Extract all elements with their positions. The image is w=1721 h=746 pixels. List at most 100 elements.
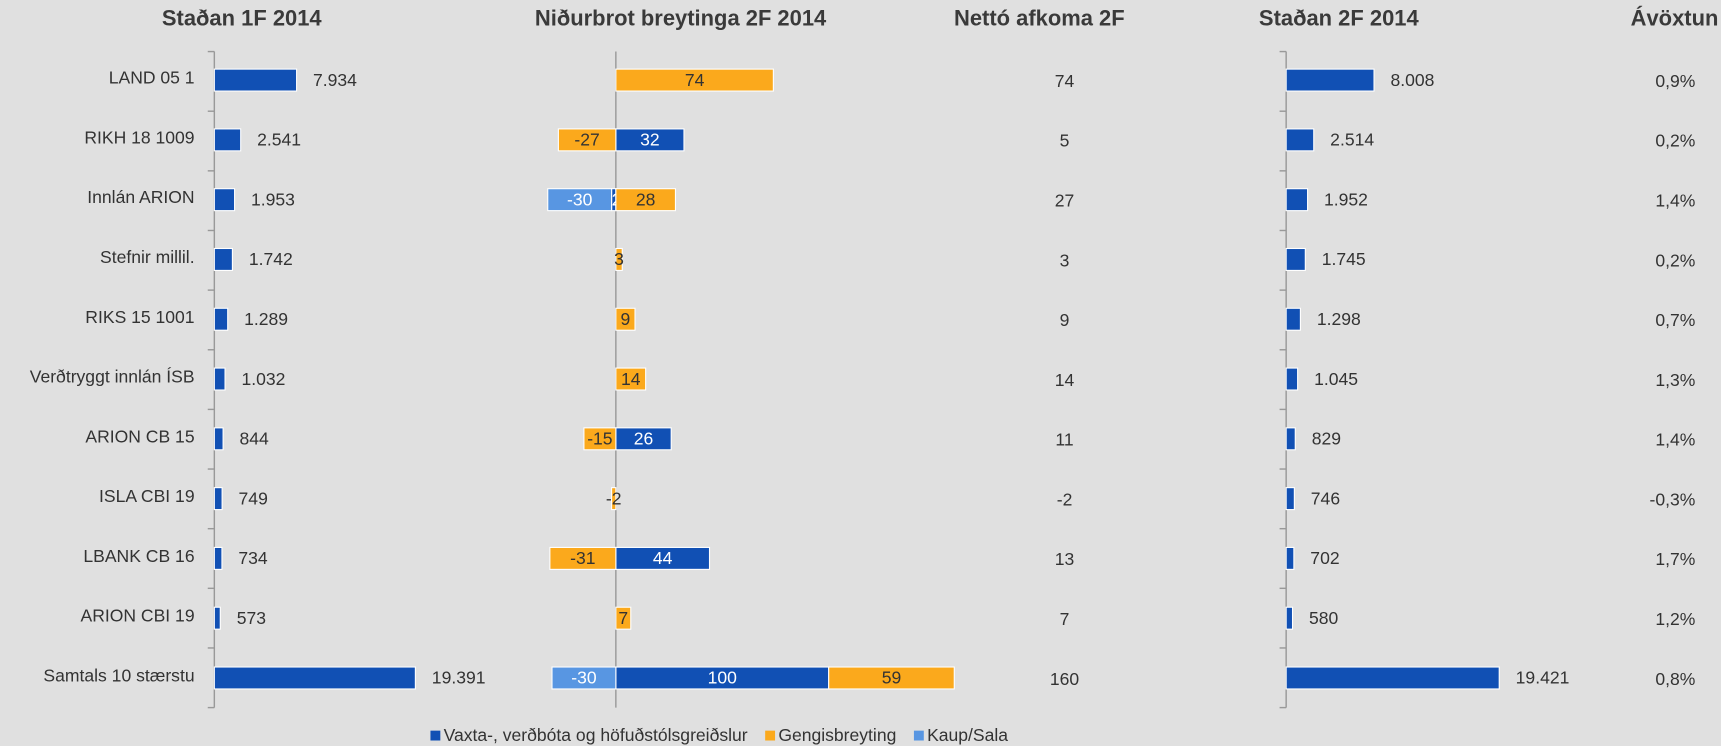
value-label: 734 — [238, 548, 268, 568]
bar-segment — [615, 68, 774, 92]
value-label: 11 — [1055, 430, 1073, 450]
value-label: 14 — [1055, 370, 1075, 390]
bar — [213, 367, 226, 391]
bar-segment — [615, 367, 647, 391]
bar — [1285, 128, 1315, 152]
value-label: 1.298 — [1317, 309, 1361, 329]
segment-label: 32 — [640, 130, 660, 150]
bar — [1285, 666, 1500, 690]
bar — [213, 128, 242, 152]
segment-label: -2 — [606, 488, 622, 508]
panel-title: Niðurbrot breytinga 2F 2014 — [535, 6, 827, 31]
legend-swatch — [765, 730, 776, 741]
value-label: -2 — [1057, 489, 1073, 509]
panel-title: Ávöxtun — [1631, 6, 1719, 31]
segment-label: 59 — [882, 668, 902, 688]
bar-segment — [611, 487, 617, 511]
bar-segment — [551, 666, 617, 690]
legend-label: Kaup/Sala — [927, 725, 1008, 745]
category-label: ISLA CBI 19 — [99, 486, 195, 506]
value-label: 0,7% — [1655, 310, 1695, 330]
value-label: 844 — [240, 429, 270, 449]
segment-label: 74 — [685, 70, 705, 90]
segment-label: 7 — [618, 608, 628, 628]
bar — [213, 546, 223, 570]
segment-label: 100 — [708, 668, 738, 688]
value-label: -0,3% — [1650, 489, 1696, 509]
segment-label: 14 — [621, 369, 641, 389]
panel-title: Nettó afkoma 2F — [954, 6, 1125, 31]
value-label: 1.953 — [251, 189, 295, 209]
value-label: 0,2% — [1655, 131, 1695, 151]
segment-label: 3 — [614, 249, 624, 269]
bar-segment — [615, 606, 632, 630]
bar — [213, 666, 416, 690]
bar — [1285, 188, 1309, 212]
segment-label: -27 — [574, 130, 599, 150]
value-label: 1,2% — [1655, 609, 1695, 629]
legend-swatch — [913, 730, 924, 741]
bar — [1285, 307, 1301, 331]
value-label: 702 — [1310, 548, 1339, 568]
bar — [1285, 367, 1299, 391]
bar — [1285, 487, 1295, 511]
category-label: LBANK CB 16 — [83, 546, 194, 566]
bar — [1285, 606, 1294, 630]
legend-label: Gengisbreyting — [778, 725, 896, 745]
bar — [213, 427, 224, 451]
value-label: 0,8% — [1655, 669, 1695, 689]
category-label: Innlán ARION — [87, 187, 194, 207]
bar — [1285, 427, 1296, 451]
bar — [213, 606, 221, 630]
segment-label: -15 — [587, 429, 613, 449]
value-label: 746 — [1311, 488, 1340, 508]
category-label: RIKH 18 1009 — [84, 127, 194, 147]
bar-segment — [828, 666, 955, 690]
value-label: 1.745 — [1322, 249, 1366, 269]
bar — [1285, 247, 1306, 271]
bar — [213, 487, 223, 511]
value-label: 1.742 — [249, 249, 293, 269]
bar-segment — [615, 188, 676, 212]
value-label: 5 — [1060, 131, 1070, 151]
value-label: 9 — [1060, 310, 1070, 330]
value-label: 27 — [1055, 190, 1075, 210]
value-label: 74 — [1055, 71, 1075, 91]
category-label: RIKS 15 1001 — [85, 307, 194, 327]
value-label: 1.032 — [241, 369, 285, 389]
panel-title: Staðan 2F 2014 — [1259, 6, 1420, 31]
segment-label: -30 — [571, 668, 597, 688]
value-label: 2.541 — [257, 130, 301, 150]
legend-label: Vaxta-, verðbóta og höfuðstólsgreiðslur — [444, 725, 748, 745]
value-label: 160 — [1050, 669, 1080, 689]
value-label: 1.952 — [1324, 189, 1368, 209]
bar — [213, 307, 229, 331]
value-label: 580 — [1309, 608, 1339, 628]
value-label: 1,4% — [1655, 190, 1695, 210]
segment-label: 28 — [636, 189, 656, 209]
value-label: 0,2% — [1655, 250, 1695, 270]
bar-segment — [615, 307, 636, 331]
value-label: 1,4% — [1655, 430, 1695, 450]
value-label: 7 — [1060, 609, 1070, 629]
bar — [1285, 546, 1295, 570]
segment-label: -30 — [567, 189, 593, 209]
segment-label: 9 — [621, 309, 631, 329]
category-label: Stefnir millil. — [100, 247, 195, 267]
value-label: 0,9% — [1655, 71, 1695, 91]
category-label: Verðtryggt innlán ÍSB — [30, 367, 195, 387]
segment-label: 26 — [634, 429, 654, 449]
value-label: 1,7% — [1655, 549, 1695, 569]
value-label: 8.008 — [1390, 70, 1434, 90]
value-label: 1,3% — [1655, 370, 1695, 390]
value-label: 19.421 — [1516, 668, 1570, 688]
bar-segment — [557, 128, 617, 152]
value-label: 573 — [237, 608, 266, 628]
panel-title: Staðan 1F 2014 — [162, 6, 323, 31]
value-label: 3 — [1060, 250, 1070, 270]
value-label: 829 — [1312, 429, 1341, 449]
bar-segment — [583, 427, 617, 451]
